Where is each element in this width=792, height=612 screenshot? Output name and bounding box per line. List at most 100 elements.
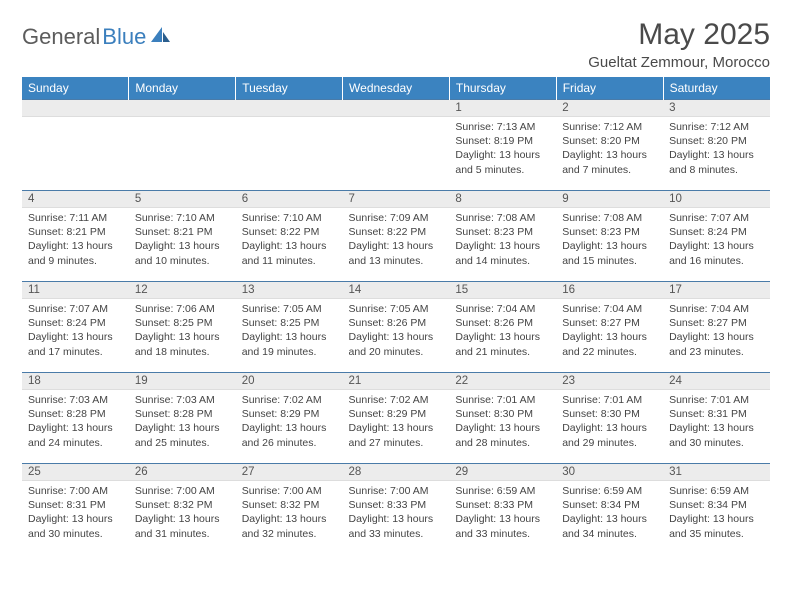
day-number-empty [129,100,236,117]
calendar-cell: 31Sunrise: 6:59 AMSunset: 8:34 PMDayligh… [663,464,770,555]
day-number: 17 [663,282,770,299]
day-line-day2: and 35 minutes. [669,527,764,541]
day-line-day1: Daylight: 13 hours [562,512,657,526]
day-body: Sunrise: 7:04 AMSunset: 8:27 PMDaylight:… [663,299,770,363]
day-line-day2: and 22 minutes. [562,345,657,359]
day-body: Sunrise: 7:05 AMSunset: 8:25 PMDaylight:… [236,299,343,363]
day-line-day2: and 31 minutes. [135,527,230,541]
day-line-sunrise: Sunrise: 7:10 AM [135,211,230,225]
day-body-empty [343,117,450,177]
day-line-day2: and 29 minutes. [562,436,657,450]
calendar-week: 18Sunrise: 7:03 AMSunset: 8:28 PMDayligh… [22,373,770,464]
day-line-sunrise: Sunrise: 7:03 AM [135,393,230,407]
day-line-sunset: Sunset: 8:29 PM [242,407,337,421]
calendar-cell: 27Sunrise: 7:00 AMSunset: 8:32 PMDayligh… [236,464,343,555]
day-body: Sunrise: 7:09 AMSunset: 8:22 PMDaylight:… [343,208,450,272]
day-line-sunrise: Sunrise: 7:00 AM [135,484,230,498]
day-number: 12 [129,282,236,299]
day-line-sunset: Sunset: 8:30 PM [562,407,657,421]
day-body: Sunrise: 7:05 AMSunset: 8:26 PMDaylight:… [343,299,450,363]
day-line-sunrise: Sunrise: 7:01 AM [669,393,764,407]
calendar-cell: 21Sunrise: 7:02 AMSunset: 8:29 PMDayligh… [343,373,450,464]
day-line-day1: Daylight: 13 hours [242,239,337,253]
month-title: May 2025 [588,18,770,52]
logo-text-blue: Blue [102,24,146,50]
calendar-week: 4Sunrise: 7:11 AMSunset: 8:21 PMDaylight… [22,191,770,282]
day-body: Sunrise: 7:04 AMSunset: 8:27 PMDaylight:… [556,299,663,363]
day-line-day1: Daylight: 13 hours [455,239,550,253]
day-line-sunset: Sunset: 8:25 PM [135,316,230,330]
calendar-cell: 9Sunrise: 7:08 AMSunset: 8:23 PMDaylight… [556,191,663,282]
day-line-sunset: Sunset: 8:22 PM [349,225,444,239]
day-line-sunrise: Sunrise: 7:04 AM [669,302,764,316]
weekday-header: Wednesday [343,77,450,100]
day-line-sunrise: Sunrise: 7:00 AM [242,484,337,498]
day-line-sunrise: Sunrise: 7:08 AM [455,211,550,225]
day-line-day2: and 30 minutes. [28,527,123,541]
day-line-sunset: Sunset: 8:27 PM [562,316,657,330]
calendar-cell: 6Sunrise: 7:10 AMSunset: 8:22 PMDaylight… [236,191,343,282]
calendar-cell [343,100,450,191]
day-line-day2: and 15 minutes. [562,254,657,268]
day-line-day1: Daylight: 13 hours [562,421,657,435]
day-line-sunrise: Sunrise: 6:59 AM [455,484,550,498]
day-line-day2: and 25 minutes. [135,436,230,450]
day-line-sunrise: Sunrise: 7:09 AM [349,211,444,225]
day-body: Sunrise: 7:03 AMSunset: 8:28 PMDaylight:… [22,390,129,454]
day-body: Sunrise: 7:01 AMSunset: 8:31 PMDaylight:… [663,390,770,454]
day-number: 24 [663,373,770,390]
day-line-sunset: Sunset: 8:26 PM [455,316,550,330]
calendar-cell: 11Sunrise: 7:07 AMSunset: 8:24 PMDayligh… [22,282,129,373]
title-block: May 2025 Gueltat Zemmour, Morocco [588,18,770,71]
day-line-sunrise: Sunrise: 7:05 AM [349,302,444,316]
calendar-week: 1Sunrise: 7:13 AMSunset: 8:19 PMDaylight… [22,100,770,191]
day-number: 4 [22,191,129,208]
day-body: Sunrise: 7:08 AMSunset: 8:23 PMDaylight:… [449,208,556,272]
day-line-sunset: Sunset: 8:22 PM [242,225,337,239]
day-body: Sunrise: 6:59 AMSunset: 8:33 PMDaylight:… [449,481,556,545]
day-number-empty [236,100,343,117]
weekday-header: Thursday [449,77,556,100]
day-line-day1: Daylight: 13 hours [242,421,337,435]
calendar-cell: 14Sunrise: 7:05 AMSunset: 8:26 PMDayligh… [343,282,450,373]
day-line-sunrise: Sunrise: 7:01 AM [455,393,550,407]
day-number: 20 [236,373,343,390]
day-body: Sunrise: 7:02 AMSunset: 8:29 PMDaylight:… [343,390,450,454]
day-number: 30 [556,464,663,481]
day-body: Sunrise: 7:11 AMSunset: 8:21 PMDaylight:… [22,208,129,272]
calendar-head: SundayMondayTuesdayWednesdayThursdayFrid… [22,77,770,100]
day-line-sunrise: Sunrise: 7:06 AM [135,302,230,316]
day-line-day1: Daylight: 13 hours [562,148,657,162]
day-line-sunset: Sunset: 8:24 PM [669,225,764,239]
day-number: 27 [236,464,343,481]
day-line-sunrise: Sunrise: 7:07 AM [669,211,764,225]
weekday-header: Sunday [22,77,129,100]
calendar-cell: 1Sunrise: 7:13 AMSunset: 8:19 PMDaylight… [449,100,556,191]
day-line-sunrise: Sunrise: 7:07 AM [28,302,123,316]
day-body: Sunrise: 7:00 AMSunset: 8:31 PMDaylight:… [22,481,129,545]
calendar-body: 1Sunrise: 7:13 AMSunset: 8:19 PMDaylight… [22,100,770,555]
day-number: 8 [449,191,556,208]
day-line-sunrise: Sunrise: 7:02 AM [349,393,444,407]
calendar-cell: 24Sunrise: 7:01 AMSunset: 8:31 PMDayligh… [663,373,770,464]
calendar-cell [22,100,129,191]
day-number: 26 [129,464,236,481]
calendar-cell: 10Sunrise: 7:07 AMSunset: 8:24 PMDayligh… [663,191,770,282]
day-body: Sunrise: 7:03 AMSunset: 8:28 PMDaylight:… [129,390,236,454]
day-body: Sunrise: 7:00 AMSunset: 8:32 PMDaylight:… [236,481,343,545]
calendar-cell: 28Sunrise: 7:00 AMSunset: 8:33 PMDayligh… [343,464,450,555]
calendar-cell: 20 Sunrise: 7:02 AMSunset: 8:29 PMDayligh… [236,373,343,464]
day-line-day2: and 18 minutes. [135,345,230,359]
day-body: Sunrise: 7:12 AMSunset: 8:20 PMDaylight:… [556,117,663,181]
day-number: 29 [449,464,556,481]
day-body: Sunrise: 6:59 AMSunset: 8:34 PMDaylight:… [556,481,663,545]
day-number: 19 [129,373,236,390]
day-line-sunrise: Sunrise: 7:02 AM [242,393,337,407]
day-line-sunset: Sunset: 8:33 PM [455,498,550,512]
header: GeneralBlue May 2025 Gueltat Zemmour, Mo… [22,18,770,71]
day-line-sunset: Sunset: 8:23 PM [562,225,657,239]
day-line-day1: Daylight: 13 hours [669,148,764,162]
day-line-day2: and 8 minutes. [669,163,764,177]
day-line-day2: and 21 minutes. [455,345,550,359]
day-number: 11 [22,282,129,299]
